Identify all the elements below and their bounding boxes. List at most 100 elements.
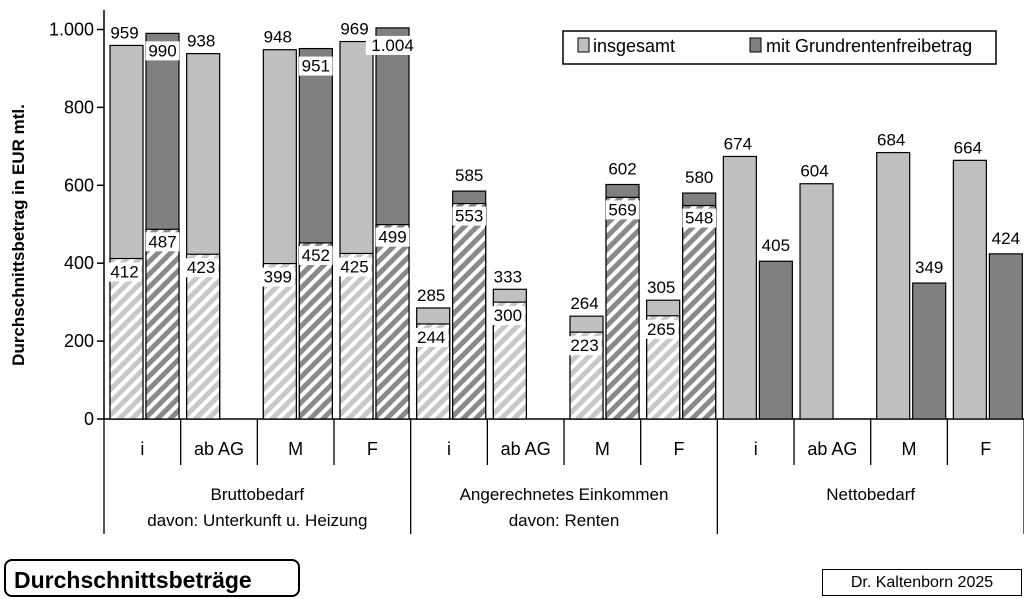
data-label-grundrente: 580 [685,168,713,187]
y-axis-title: Durchschnittsbetrag in EUR mtl. [9,104,28,366]
bar-grundrente-davon [682,204,717,420]
data-label-insgesamt: 959 [110,23,138,42]
data-label-grundrente-davon-bg [375,227,410,247]
data-label-insgesamt: 674 [724,134,752,153]
legend-label-grundrente: mit Grundrentenfreibetrag [766,36,972,56]
data-label-insgesamt-davon-bg [337,257,372,277]
data-label-insgesamt-davon-bg [414,327,448,347]
data-label-insgesamt: 684 [877,131,905,150]
bar-insgesamt-davon [339,252,374,420]
y-tick-label: 1.000 [49,19,94,39]
data-label-grundrente: 602 [608,160,636,179]
data-label-grundrente-davon: 487 [148,232,176,251]
data-label-insgesamt-davon: 265 [647,320,675,339]
data-label-insgesamt-davon-bg [107,262,142,282]
category-label: M [595,439,610,459]
y-tick-label: 0 [84,409,94,429]
bar-insgesamt [799,183,834,420]
data-label-insgesamt-davon: 223 [570,336,598,355]
data-label-grundrente: 951 [302,57,330,76]
data-label-insgesamt-davon-bg [184,258,218,278]
data-label-insgesamt-bg [337,19,372,39]
group-sublabel: davon: Unterkunft u. Heizung [147,511,367,530]
bar-grundrente-davon [145,228,180,420]
data-label-grundrente-bg [759,236,793,256]
y-tick-label: 800 [64,97,94,117]
data-label-grundrente-bg [912,258,946,278]
data-label-insgesamt-davon: 300 [494,306,522,325]
data-label-insgesamt-davon-bg [567,336,602,356]
bar-insgesamt-davon [109,257,144,420]
bar-grundrente-davon [298,242,333,420]
data-label-insgesamt-bg [414,285,448,305]
data-label-grundrente-davon: 452 [302,246,330,265]
category-label: i [447,439,451,459]
data-label-insgesamt: 285 [417,286,445,305]
y-tick-label: 600 [64,175,94,195]
data-label-grundrente-davon-bg [452,206,486,226]
data-label-insgesamt-davon: 244 [417,328,445,347]
data-label-insgesamt: 664 [954,138,982,157]
category-label: i [754,439,758,459]
data-label-grundrente-davon-bg [299,245,333,265]
chart-title-box: Durchschnittsbeträge [4,559,300,597]
data-label-grundrente-davon: 499 [378,228,406,247]
data-label-grundrente: 585 [455,166,483,185]
data-label-grundrente-bg [299,56,333,76]
data-label-grundrente: 424 [992,229,1020,248]
data-label-insgesamt-bg [721,134,755,154]
data-label-insgesamt: 604 [800,162,828,181]
data-label-insgesamt: 264 [570,294,598,313]
bar-grundrente-davon [452,202,487,420]
category-label: M [902,439,917,459]
bar-grundrente [988,253,1023,420]
bar-insgesamt [722,155,757,420]
data-label-grundrente-davon: 548 [685,209,713,228]
data-label-insgesamt: 333 [494,267,522,286]
category-label: ab AG [194,439,244,459]
data-label-grundrente-bg [145,41,180,61]
category-label: F [674,439,685,459]
group-sublabel: davon: Renten [509,511,620,530]
data-label-insgesamt-davon: 399 [264,268,292,287]
y-tick-label: 400 [64,253,94,273]
data-label-grundrente-bg [365,35,420,55]
category-label: M [288,439,303,459]
data-label-grundrente-davon: 553 [455,207,483,226]
data-label-insgesamt: 938 [187,32,215,51]
data-label-insgesamt-bg [797,161,832,181]
data-label-grundrente: 990 [148,41,176,60]
data-label-insgesamt-bg [567,294,602,314]
data-label-grundrente: 349 [915,258,943,277]
legend-label-insgesamt: insgesamt [593,36,675,56]
category-label: ab AG [501,439,551,459]
data-label-insgesamt-bg [951,138,985,158]
data-label-grundrente-davon-bg [605,200,640,220]
group-label: Angerechnetes Einkommen [460,485,669,504]
data-label-grundrente: 1.004 [371,36,414,55]
bar-insgesamt-davon [186,253,221,420]
category-label: ab AG [807,439,857,459]
bar-insgesamt [876,151,911,420]
legend: insgesamt mit Grundrentenfreibetrag [562,30,997,65]
category-label: F [980,439,991,459]
data-label-insgesamt-davon-bg [644,319,678,339]
plot-area: 0 200 400 600 800 1.000 Bruttobedarf davon: Unt… [49,10,1024,534]
data-label-insgesamt-bg [874,130,908,150]
data-label-grundrente-davon: 569 [608,200,636,219]
credit-box: Dr. Kaltenborn 2025 [822,569,1022,596]
data-label-insgesamt-bg [184,31,218,51]
data-label-grundrente-davon-bg [145,232,180,252]
data-label-insgesamt-davon: 425 [340,257,368,276]
group-label: Bruttobedarf [211,485,305,504]
bar-insgesamt [952,159,987,420]
legend-box [562,30,997,65]
y-tick-label: 200 [64,331,94,351]
data-label-grundrente-bg [605,159,640,179]
data-label-insgesamt-bg [107,23,142,43]
data-label-grundrente-bg [452,166,486,186]
legend-swatch-insgesamt [577,37,590,53]
data-label-insgesamt-bg [644,278,678,298]
category-label: i [140,439,144,459]
